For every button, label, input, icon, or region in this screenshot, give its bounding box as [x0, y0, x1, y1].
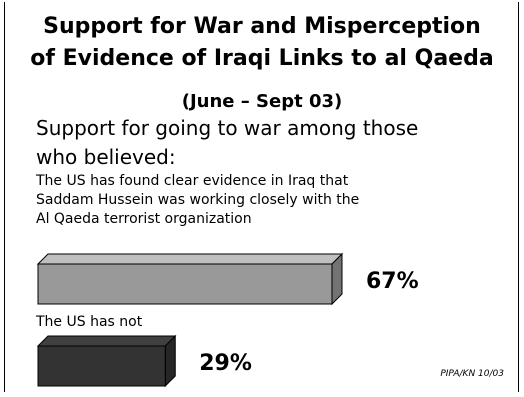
chart-frame — [4, 2, 519, 392]
category-2-label: The US has not — [36, 314, 143, 330]
source-note: PIPA/KN 10/03 — [440, 369, 504, 379]
chart-title-line-1: Support for War and Misperception — [43, 14, 481, 39]
bar-2 — [37, 345, 166, 387]
bar-2-value-label: 29% — [199, 351, 252, 376]
category-1-label-line-3: Al Qaeda terrorist organization — [36, 211, 252, 227]
category-1-label-line-2: Saddam Hussein was working closely with … — [36, 192, 360, 208]
question-line-2: who believed: — [36, 145, 176, 169]
bar-1-value-label: 67% — [366, 269, 419, 294]
bar-2-top-face — [36, 335, 177, 347]
bar-1 — [37, 263, 333, 305]
category-1-label-line-1: The US has found clear evidence in Iraq … — [36, 173, 349, 189]
chart-subtitle: (June – Sept 03) — [181, 91, 343, 112]
question-line-1: Support for going to war among those — [36, 116, 419, 140]
bar-1-top-face — [36, 253, 344, 265]
chart-title-line-2: of Evidence of Iraqi Links to al Qaeda — [30, 46, 494, 71]
